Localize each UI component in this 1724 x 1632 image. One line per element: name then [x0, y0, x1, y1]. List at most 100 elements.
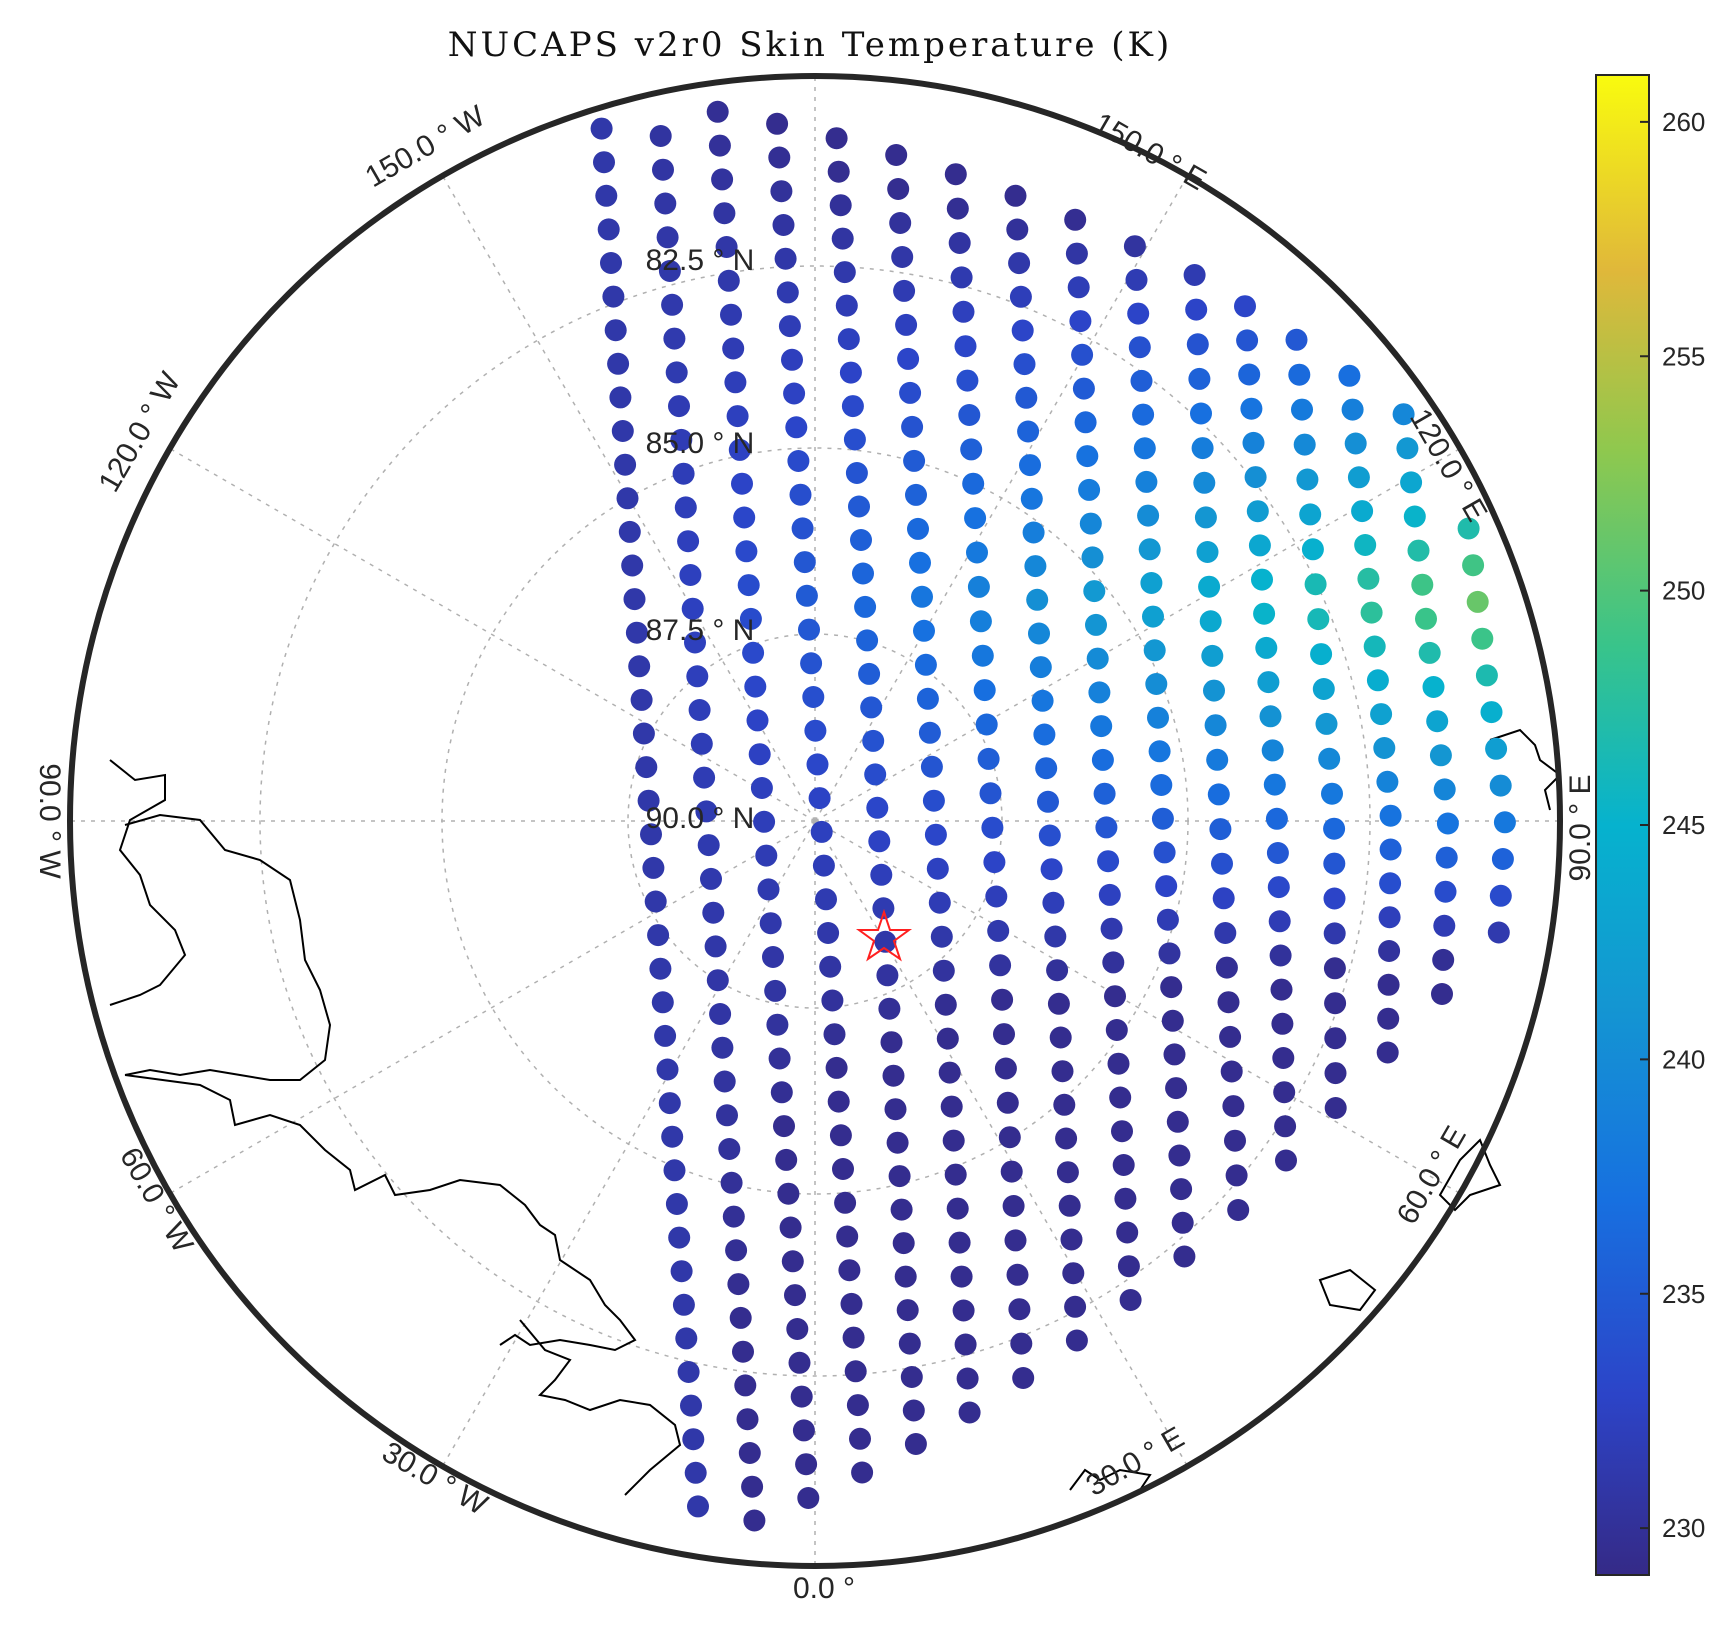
data-point	[630, 688, 653, 711]
data-point	[1109, 1086, 1132, 1109]
data-point	[893, 279, 916, 302]
data-point	[1078, 478, 1101, 501]
data-point	[829, 1124, 852, 1147]
data-point	[1111, 1120, 1133, 1143]
data-point	[781, 1250, 804, 1273]
data-point	[628, 655, 651, 678]
data-point	[1288, 363, 1311, 386]
data-point	[1058, 1194, 1081, 1217]
data-point	[1008, 1298, 1031, 1321]
colorbar-tick-label: 245	[1662, 810, 1705, 840]
data-point	[934, 993, 957, 1016]
data-point	[1095, 816, 1118, 839]
data-point	[687, 1495, 709, 1518]
data-point	[684, 631, 706, 654]
data-point	[779, 1216, 802, 1239]
data-point	[773, 1115, 795, 1138]
data-point	[1275, 1149, 1297, 1172]
data-point	[1204, 714, 1227, 737]
data-point	[946, 197, 969, 220]
data-point	[882, 1064, 905, 1087]
data-point	[812, 854, 835, 877]
data-point	[1324, 992, 1347, 1015]
data-point	[665, 1193, 688, 1215]
data-point	[792, 1419, 815, 1442]
longitude-label: 0.0 °	[793, 1572, 855, 1605]
data-point	[611, 420, 634, 442]
data-point	[1378, 940, 1401, 962]
data-point	[652, 158, 674, 181]
data-point	[1363, 635, 1386, 658]
data-point	[1489, 774, 1512, 797]
latitude-circle	[259, 265, 1371, 1377]
data-point	[868, 830, 891, 853]
data-point	[741, 1475, 764, 1498]
map-boundary	[67, 73, 1563, 1569]
data-point	[1022, 521, 1045, 544]
data-point	[1091, 748, 1114, 771]
data-point	[1017, 420, 1040, 443]
data-point	[720, 303, 742, 326]
data-point	[983, 851, 1006, 874]
data-point	[1107, 1052, 1130, 1075]
data-point	[672, 462, 695, 485]
data-point	[975, 713, 998, 736]
data-point	[1097, 850, 1120, 873]
data-point	[778, 315, 801, 338]
data-point	[858, 662, 881, 685]
data-point	[649, 125, 672, 147]
data-point	[1324, 1097, 1347, 1119]
data-point	[1112, 1154, 1135, 1176]
data-point	[661, 1125, 684, 1148]
data-point	[905, 483, 927, 506]
data-point	[1170, 1178, 1193, 1201]
data-point	[1265, 807, 1288, 830]
data-point	[950, 1265, 973, 1288]
data-point	[1173, 1245, 1196, 1268]
data-point	[718, 1138, 741, 1160]
data-point	[1013, 353, 1036, 376]
data-point	[1072, 377, 1095, 400]
data-point	[958, 1401, 981, 1424]
data-point	[896, 1299, 919, 1322]
data-point	[888, 1165, 911, 1188]
data-point	[850, 529, 872, 551]
data-point	[973, 679, 996, 702]
data-point	[1491, 848, 1514, 870]
data-point	[1143, 639, 1166, 662]
coastline-canada-south	[519, 1319, 682, 1496]
data-point	[849, 1427, 871, 1450]
data-point	[781, 348, 803, 371]
data-point	[665, 361, 688, 384]
data-point	[774, 247, 797, 270]
data-point	[1293, 433, 1316, 456]
coastlines	[109, 728, 1562, 1496]
data-point	[755, 844, 778, 867]
data-point	[885, 144, 908, 166]
data-point	[1323, 922, 1346, 945]
data-point	[1206, 748, 1229, 771]
data-point	[744, 675, 767, 698]
data-point	[618, 520, 641, 543]
data-point	[1140, 572, 1163, 594]
data-point	[1085, 613, 1107, 636]
data-point	[736, 1408, 759, 1431]
data-point	[835, 294, 858, 317]
data-point	[1220, 1060, 1243, 1083]
data-point	[1211, 852, 1233, 875]
data-point	[686, 665, 709, 688]
data-point	[944, 163, 967, 186]
data-point	[1004, 1229, 1027, 1252]
data-point	[770, 180, 793, 203]
data-point	[1056, 1161, 1079, 1184]
data-point	[841, 395, 864, 418]
data-point	[1255, 636, 1278, 659]
data-point	[1156, 908, 1179, 931]
data-point	[1457, 517, 1480, 540]
data-point	[1299, 503, 1322, 526]
data-point	[977, 747, 1000, 770]
latitude-label: 82.5 ° N	[646, 244, 755, 277]
data-point	[1002, 1195, 1025, 1217]
data-point	[845, 462, 868, 484]
data-point	[684, 1461, 707, 1484]
